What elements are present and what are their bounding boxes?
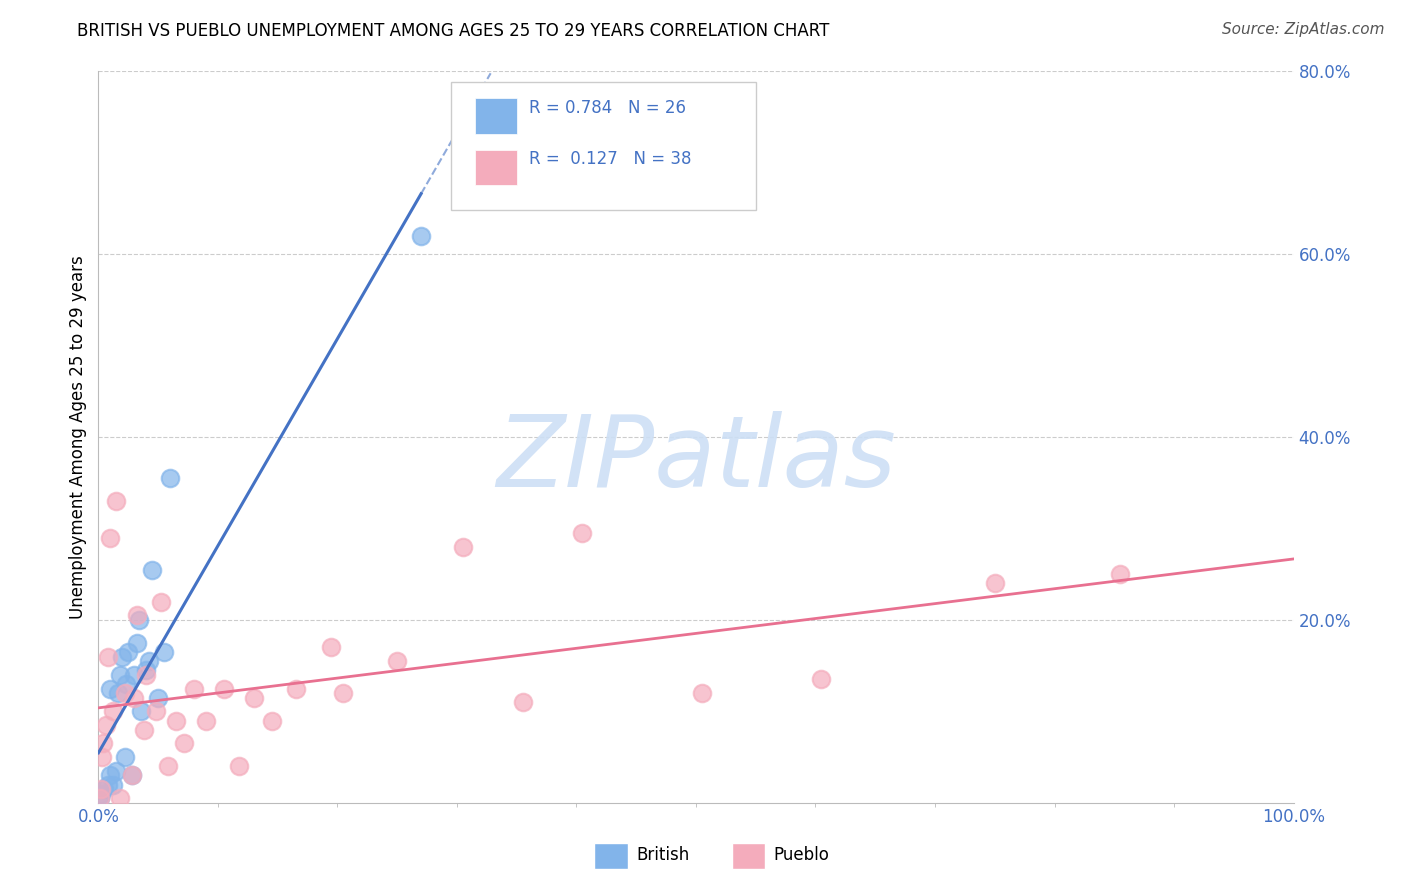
Point — [411, 229, 433, 244]
Point — [512, 695, 534, 709]
Point — [156, 759, 179, 773]
Point — [89, 791, 111, 805]
Point — [90, 782, 112, 797]
Point — [125, 608, 148, 623]
Point — [108, 667, 131, 681]
Point — [108, 791, 131, 805]
Bar — [475, 150, 517, 185]
Text: R = 0.784   N = 26: R = 0.784 N = 26 — [529, 99, 686, 117]
Point — [124, 667, 146, 681]
Y-axis label: Unemployment Among Ages 25 to 29 years: Unemployment Among Ages 25 to 29 years — [69, 255, 87, 619]
Text: ZIPatlas: ZIPatlas — [496, 410, 896, 508]
Point — [105, 764, 128, 778]
Point — [212, 681, 235, 696]
Point — [571, 526, 593, 541]
Point — [93, 782, 115, 797]
Point — [195, 714, 218, 728]
Point — [141, 563, 163, 577]
Text: Pueblo: Pueblo — [773, 847, 830, 864]
Point — [183, 681, 205, 696]
Point — [321, 640, 343, 655]
Point — [135, 663, 157, 677]
Point — [114, 686, 136, 700]
Point — [98, 768, 122, 782]
Point — [385, 654, 409, 668]
Point — [91, 750, 114, 764]
Point — [90, 787, 112, 801]
Text: BRITISH VS PUEBLO UNEMPLOYMENT AMONG AGES 25 TO 29 YEARS CORRELATION CHART: BRITISH VS PUEBLO UNEMPLOYMENT AMONG AGE… — [77, 22, 830, 40]
Point — [107, 686, 129, 700]
Point — [1109, 567, 1132, 582]
Point — [114, 750, 136, 764]
Point — [138, 654, 160, 668]
Point — [148, 690, 170, 705]
Point — [121, 768, 143, 782]
Point — [131, 705, 153, 719]
Point — [117, 645, 139, 659]
Point — [132, 723, 155, 737]
Point — [98, 681, 122, 696]
Point — [101, 778, 124, 792]
Point — [125, 636, 148, 650]
Point — [165, 714, 187, 728]
Point — [135, 667, 157, 681]
Point — [153, 645, 176, 659]
Point — [159, 471, 181, 485]
Point — [332, 686, 354, 700]
Point — [984, 576, 1007, 591]
FancyBboxPatch shape — [451, 82, 756, 211]
Point — [98, 531, 122, 545]
Point — [101, 705, 124, 719]
Text: British: British — [637, 847, 689, 864]
Point — [124, 690, 146, 705]
Point — [284, 681, 307, 696]
Point — [105, 494, 128, 508]
Point — [89, 791, 111, 805]
Bar — [733, 843, 765, 869]
Point — [243, 690, 266, 705]
Point — [115, 677, 138, 691]
Point — [111, 649, 134, 664]
Point — [690, 686, 713, 700]
Point — [228, 759, 250, 773]
Point — [149, 594, 172, 608]
Point — [128, 613, 150, 627]
Bar — [595, 843, 628, 869]
Bar — [475, 98, 517, 134]
Text: R =  0.127   N = 38: R = 0.127 N = 38 — [529, 150, 692, 168]
Point — [97, 778, 120, 792]
Point — [451, 540, 474, 554]
Text: Source: ZipAtlas.com: Source: ZipAtlas.com — [1222, 22, 1385, 37]
Point — [260, 714, 283, 728]
Point — [97, 649, 120, 664]
Point — [145, 705, 167, 719]
Point — [94, 718, 117, 732]
Point — [810, 673, 832, 687]
Point — [173, 736, 195, 750]
Point — [91, 736, 114, 750]
Point — [121, 768, 143, 782]
